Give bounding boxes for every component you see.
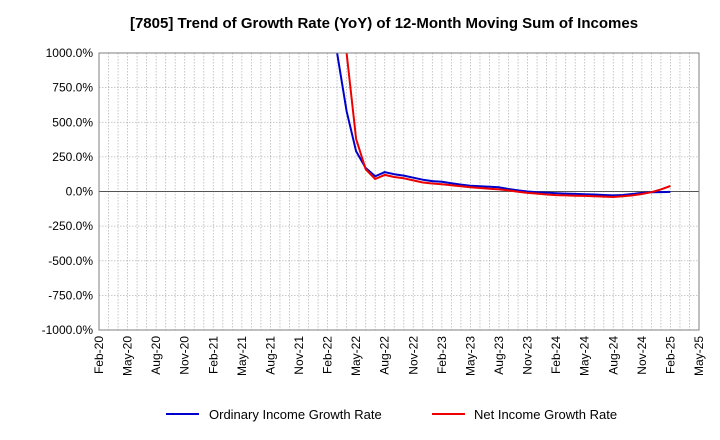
x-tick-label: Aug-22 <box>378 336 392 375</box>
series-lines <box>336 53 671 198</box>
x-tick-label: Feb-22 <box>321 336 335 374</box>
x-tick-label: Nov-22 <box>406 336 420 375</box>
x-tick-label: May-20 <box>121 336 135 376</box>
x-tick-label: Aug-23 <box>492 336 506 375</box>
y-tick-label: 250.0% <box>52 150 93 164</box>
x-tick-label: Feb-24 <box>549 336 563 374</box>
x-tick-label: Feb-20 <box>92 336 106 374</box>
y-tick-label: -500.0% <box>48 254 93 268</box>
x-tick-label: May-21 <box>235 336 249 376</box>
x-tick-label: Aug-24 <box>606 336 620 375</box>
x-tick-label: Nov-20 <box>178 336 192 375</box>
y-tick-label: -750.0% <box>48 288 93 302</box>
x-tick-label: Feb-21 <box>206 336 220 374</box>
y-tick-label: 1000.0% <box>46 46 94 60</box>
plot-frame <box>98 52 700 331</box>
legend-item: Net Income Growth Rate <box>432 407 617 422</box>
y-tick-label: 500.0% <box>52 115 93 129</box>
legend-label: Net Income Growth Rate <box>474 407 617 422</box>
x-tick-label: Feb-23 <box>435 336 449 374</box>
y-tick-label: 750.0% <box>52 81 93 95</box>
legend-label: Ordinary Income Growth Rate <box>209 407 382 422</box>
y-axis: 1000.0% 750.0% 500.0% 250.0% 0.0% -250.0% -500… <box>42 46 94 337</box>
x-tick-label: Nov-23 <box>521 336 535 375</box>
legend: Ordinary Income Growth Rate Net Income Gr… <box>166 407 617 422</box>
series-line-net-income <box>345 53 671 198</box>
x-tick-label: May-22 <box>349 336 363 376</box>
x-tick-label: Aug-21 <box>263 336 277 375</box>
grid <box>99 53 699 330</box>
y-tick-label: -1000.0% <box>42 323 94 337</box>
x-tick-label: Nov-21 <box>292 336 306 375</box>
x-tick-label: Aug-20 <box>149 336 163 375</box>
chart-title: [7805] Trend of Growth Rate (YoY) of 12-… <box>130 15 638 32</box>
x-tick-label: Feb-25 <box>663 336 677 374</box>
x-axis: Feb-20 May-20 Aug-20 Nov-20 Feb-21 May-21 Aug-… <box>92 336 706 376</box>
y-tick-label: -250.0% <box>48 219 93 233</box>
series-line-ordinary-income <box>336 53 671 197</box>
x-tick-label: May-23 <box>463 336 477 376</box>
x-tick-label: May-25 <box>692 336 706 376</box>
x-tick-label: Nov-24 <box>635 336 649 375</box>
y-tick-label: 0.0% <box>66 185 94 199</box>
legend-item: Ordinary Income Growth Rate <box>166 407 382 422</box>
x-tick-label: May-24 <box>578 336 592 376</box>
